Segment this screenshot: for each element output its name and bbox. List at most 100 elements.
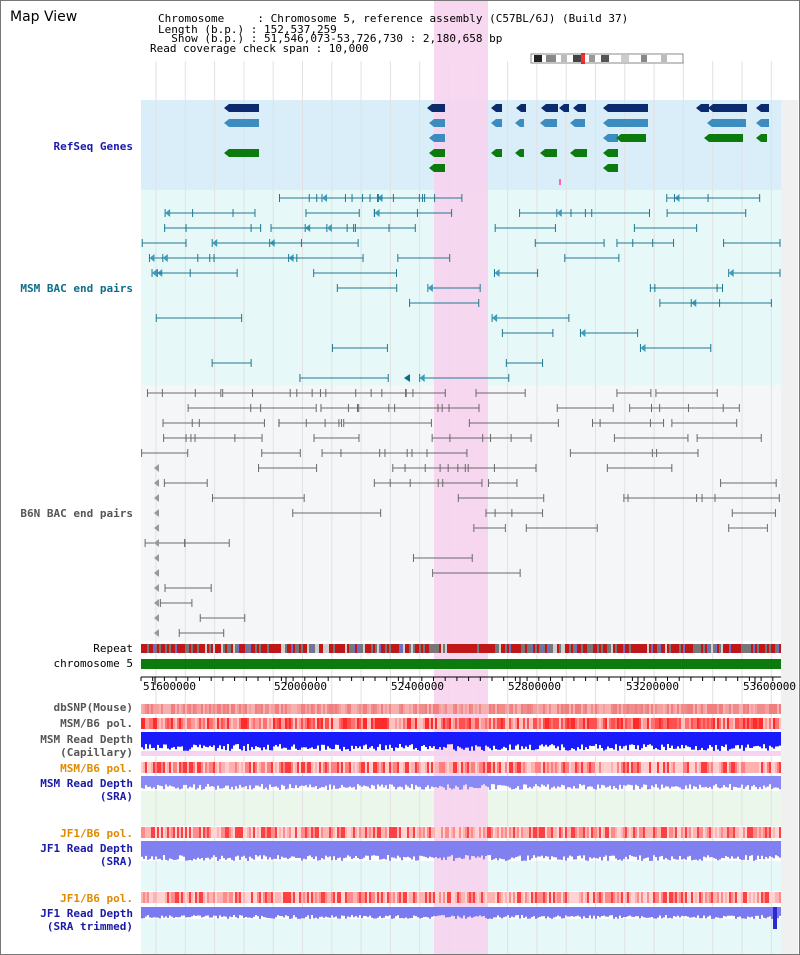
msm-depth-bar [239,732,241,750]
msm-pol-sra-cell [469,762,471,773]
msm-depth-bar [419,732,421,751]
msm-depth-bar [403,732,405,749]
msm-sra-depth-bar [543,776,545,786]
jf1-pol-trimmed-cell [331,892,333,903]
jf1-pol-trimmed-cell [403,892,405,903]
gene-arrow [704,134,709,142]
jf1-trim-depth-bar [403,907,405,919]
msm-depth-bar [689,732,691,748]
jf1-pol-trimmed-cell [639,892,641,903]
repeat-feature [733,644,735,653]
dbsnp-cell [779,704,781,714]
msm-pol-sra-cell [377,762,379,773]
msm-depth-bar [443,732,445,748]
repeat-feature [749,644,751,653]
msm-depth-bar [223,732,225,747]
jf1-pol-cell [699,827,701,838]
jf1-pol-trimmed-cell [571,892,573,903]
msm-pol-cell [361,718,363,729]
repeat-feature [315,644,317,653]
msm-pol-cell [189,718,191,729]
msm-sra-depth-bar [439,776,441,787]
msm-depth-bar [521,732,523,747]
dbsnp-cell [233,704,235,714]
msm-sra-depth-bar [265,776,267,788]
msm-pol-cell [699,718,701,729]
dbsnp-cell [723,704,725,714]
repeat-feature [645,644,647,653]
msm-sra-depth-bar [351,776,353,788]
track-label-b6n-bac[interactable]: B6N BAC end pairs [20,507,133,520]
dbsnp-cell [217,704,219,714]
msm-pol-cell [409,718,411,729]
jf1-trim-depth-bar [423,907,425,917]
msm-sra-depth-bar [525,776,527,785]
repeat-feature [187,644,189,653]
msm-depth-bar [167,732,169,749]
track-label-msm-bac[interactable]: MSM BAC end pairs [20,282,133,295]
jf1-pol-trimmed-cell [305,892,307,903]
gene-block [434,119,445,127]
jf1-sra-depth-bar [381,841,383,860]
track-label-msm-sra: (SRA) [99,790,133,803]
msm-pol-sra-cell [293,762,295,773]
jf1-pol-cell [771,827,773,838]
jf1-trim-depth-bar [577,907,579,916]
dbsnp-cell [293,704,295,714]
repeat-feature [219,644,221,653]
msm-depth-bar [171,732,173,748]
dbsnp-cell [603,704,605,714]
dbsnp-cell [769,704,771,714]
msm-pol-cell [487,718,489,729]
msm-depth-bar [703,732,705,751]
msm-pol-sra-cell [527,762,529,773]
msm-bac-arrow [728,269,734,277]
jf1-sra-depth-bar [293,841,295,857]
jf1-sra-depth-bar [723,841,725,859]
jf1-trim-depth-bar [347,907,349,917]
msm-pol-cell [181,718,183,729]
msm-pol-cell [343,718,345,729]
repeat-feature [399,644,401,653]
jf1-sra-depth-bar [607,841,609,861]
msm-pol-sra-cell [597,762,599,773]
jf1-sra-depth-bar [505,841,507,861]
jf1-pol-trimmed-cell [567,892,569,903]
msm-depth-bar [387,732,389,750]
msm-pol-sra-cell [195,762,197,773]
repeat-feature [251,644,253,653]
msm-pol-sra-cell [507,762,509,773]
msm-pol-sra-cell [165,762,167,773]
msm-pol-sra-cell [587,762,589,773]
msm-pol-cell [479,718,481,729]
jf1-pol-trimmed-cell [431,892,433,903]
track-label-refseq[interactable]: RefSeq Genes [53,140,133,153]
dbsnp-cell [601,704,603,714]
jf1-sra-depth-bar [373,841,375,856]
repeat-feature [371,644,373,653]
jf1-sra-depth-bar [227,841,229,859]
jf1-pol-trimmed-cell [575,892,577,903]
msm-pol-sra-cell [249,762,251,773]
jf1-pol-trimmed-cell [459,892,461,903]
jf1-pol-cell [507,827,509,838]
jf1-sra-depth-bar [667,841,669,860]
jf1-pol-cell [473,827,475,838]
jf1-sra-depth-bar [435,841,437,857]
jf1-pol-trimmed-cell [627,892,629,903]
repeat-feature [377,644,379,653]
repeat-feature [693,644,695,653]
msm-pol-cell [619,718,621,729]
msm-sra-depth-bar [215,776,217,790]
repeat-feature [605,644,607,653]
dbsnp-cell [455,704,457,714]
jf1-sra-depth-bar [357,841,359,859]
msm-pol-sra-cell [531,762,533,773]
msm-depth-bar [559,732,561,751]
jf1-trim-depth-bar [271,907,273,919]
msm-depth-bar [571,732,573,749]
msm-pol-sra-cell [267,762,269,773]
dbsnp-cell [667,704,669,714]
msm-pol-sra-cell [279,762,281,773]
